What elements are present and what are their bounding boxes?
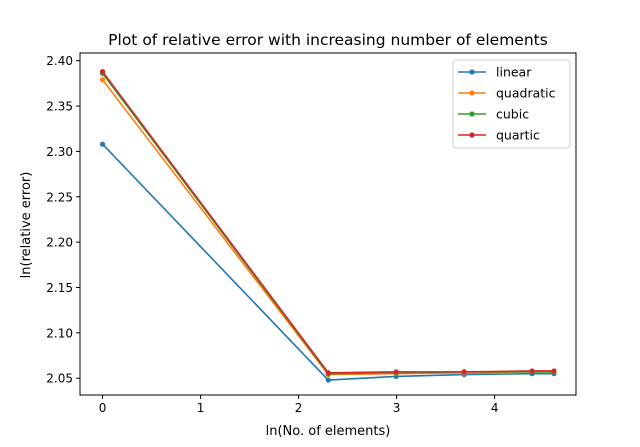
x-axis-label: ln(No. of elements)	[266, 424, 391, 439]
legend-label: quadratic	[496, 86, 556, 101]
data-point-quartic	[461, 369, 467, 375]
legend-label: quartic	[496, 128, 540, 143]
data-point-linear	[99, 141, 106, 147]
legend-label: linear	[496, 65, 532, 80]
data-point-linear	[325, 377, 331, 383]
x-tick-label: 0	[99, 401, 107, 415]
data-point-quartic	[99, 68, 106, 75]
y-tick-label: 2.10	[46, 326, 73, 340]
data-point-quartic	[529, 368, 535, 374]
series-line-linear	[101, 143, 554, 381]
y-tick-label: 2.35	[46, 100, 73, 114]
y-tick-label: 2.25	[46, 190, 73, 204]
plot-frame	[79, 52, 577, 396]
x-tick-label: 1	[197, 401, 205, 415]
x-tick-label: 3	[393, 401, 401, 415]
legend-swatch-marker	[469, 90, 475, 96]
legend-swatch-marker	[469, 111, 475, 117]
legend: linear quadratic cubic quartic	[452, 59, 571, 149]
chart-title: Plot of relative error with increasing n…	[108, 31, 548, 49]
legend-item-linear: linear	[458, 65, 532, 80]
legend-label: cubic	[496, 107, 529, 122]
legend-item-cubic: cubic	[458, 107, 529, 122]
y-tick-label: 2.05	[46, 372, 73, 386]
legend-item-quartic: quartic	[458, 128, 540, 143]
x-tick-label: 2	[295, 401, 303, 415]
y-tick-label: 2.15	[46, 281, 73, 295]
data-point-quartic	[325, 370, 331, 376]
series-line-quartic	[101, 71, 554, 374]
legend-swatch-marker	[469, 69, 475, 75]
legend-swatch-marker	[469, 132, 475, 138]
y-tick-label: 2.40	[46, 54, 73, 68]
data-point-quadratic	[99, 77, 106, 83]
y-tick-label: 2.20	[46, 236, 73, 250]
series-layer	[99, 68, 557, 383]
data-point-quartic	[393, 369, 399, 375]
data-point-quartic	[551, 368, 557, 374]
legend-item-quadratic: quadratic	[458, 86, 556, 101]
axes: 0 1 2 3 4 2.05 2.10 2.15 2.20 2.25 2.30 2.35 2.40	[46, 54, 498, 415]
y-tick-label: 2.30	[46, 145, 73, 159]
x-tick-label: 4	[491, 401, 499, 415]
series-quartic	[99, 68, 557, 376]
y-axis-label: ln(relative error)	[19, 172, 34, 279]
legend-box	[452, 59, 571, 149]
